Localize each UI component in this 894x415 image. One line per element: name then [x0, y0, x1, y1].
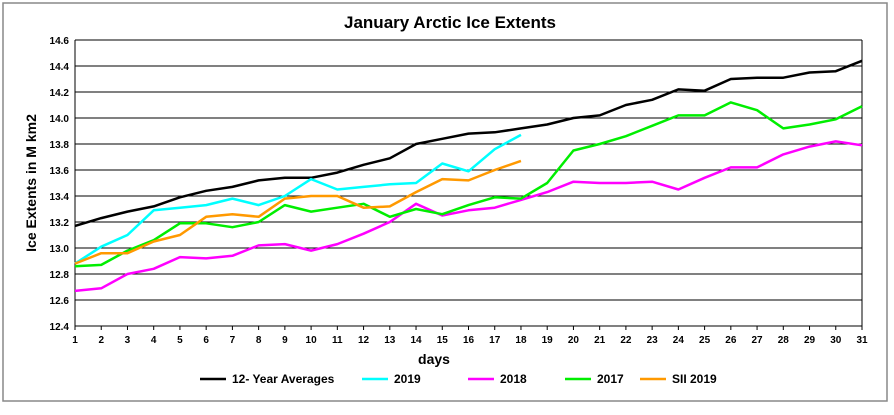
x-tick-label: 7 — [230, 335, 236, 346]
x-tick-label: 28 — [778, 335, 790, 346]
y-tick-label: 13.4 — [50, 192, 70, 203]
x-tick-label: 29 — [804, 335, 816, 346]
x-tick-label: 31 — [856, 335, 868, 346]
x-tick-label: 11 — [332, 335, 343, 346]
y-tick-label: 14.4 — [50, 62, 70, 73]
x-tick-label: 15 — [437, 335, 449, 346]
x-tick-label: 10 — [306, 335, 318, 346]
x-tick-label: 25 — [699, 335, 711, 346]
y-tick-label: 14.2 — [50, 88, 70, 99]
x-tick-label: 20 — [568, 335, 580, 346]
series-line-2019 — [74, 133, 522, 265]
x-tick-label: 4 — [151, 335, 157, 346]
y-axis-label: Ice Extents in M km2 — [23, 114, 39, 252]
legend-label: SII 2019 — [672, 372, 717, 386]
x-tick-label: 8 — [256, 335, 262, 346]
y-tick-label: 13.8 — [50, 140, 70, 151]
x-tick-label: 5 — [177, 335, 183, 346]
x-tick-label: 16 — [463, 335, 475, 346]
x-axis-label: days — [418, 351, 450, 367]
y-tick-label: 13.0 — [50, 244, 70, 255]
x-tick-label: 27 — [752, 335, 764, 346]
x-tick-label: 26 — [725, 335, 737, 346]
legend-label: 2017 — [597, 372, 624, 386]
y-tick-label: 12.4 — [50, 322, 70, 333]
legend-label: 12- Year Averages — [232, 372, 335, 386]
chart-title: January Arctic Ice Extents — [344, 13, 556, 32]
x-tick-label: 30 — [830, 335, 842, 346]
legend-label: 2018 — [500, 372, 527, 386]
series-line-2018 — [74, 140, 863, 293]
x-tick-label: 14 — [410, 335, 422, 346]
series-line-sii-2019 — [74, 159, 522, 265]
x-tick-label: 1 — [72, 335, 78, 346]
x-tick-label: 6 — [203, 335, 209, 346]
series-line-12-year-averages — [74, 59, 863, 228]
x-tick-label: 21 — [594, 335, 606, 346]
y-tick-label: 14.0 — [50, 114, 70, 125]
y-tick-label: 12.6 — [50, 296, 70, 307]
x-tick-label: 18 — [515, 335, 527, 346]
y-tick-label: 13.2 — [50, 218, 70, 229]
y-tick-label: 13.6 — [50, 166, 70, 177]
x-tick-label: 13 — [384, 335, 396, 346]
chart-border — [2, 2, 888, 402]
x-tick-label: 9 — [282, 335, 288, 346]
x-tick-label: 17 — [489, 335, 501, 346]
x-tick-label: 23 — [647, 335, 659, 346]
y-tick-label: 12.8 — [50, 270, 70, 281]
x-tick-label: 22 — [620, 335, 632, 346]
x-tick-label: 12 — [358, 335, 370, 346]
y-tick-label: 14.6 — [50, 36, 70, 47]
x-tick-label: 3 — [125, 335, 131, 346]
series-line-2017 — [74, 101, 863, 268]
x-tick-label: 24 — [673, 335, 685, 346]
x-tick-label: 2 — [98, 335, 104, 346]
x-tick-label: 19 — [542, 335, 554, 346]
legend-label: 2019 — [394, 372, 421, 386]
